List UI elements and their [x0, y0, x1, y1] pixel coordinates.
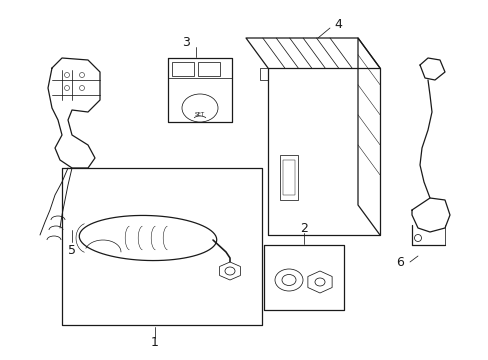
Text: SET: SET [195, 112, 204, 117]
Ellipse shape [274, 269, 303, 291]
Ellipse shape [282, 274, 295, 285]
Text: 5: 5 [68, 243, 76, 257]
Ellipse shape [182, 94, 218, 122]
Ellipse shape [314, 278, 325, 286]
Text: 4: 4 [333, 18, 341, 31]
Bar [280, 155, 297, 200]
Polygon shape [307, 271, 331, 293]
Bar [198, 62, 220, 76]
Ellipse shape [64, 72, 69, 77]
Text: 1: 1 [151, 336, 159, 348]
Ellipse shape [80, 72, 84, 77]
Bar [283, 160, 294, 195]
Text: 2: 2 [300, 221, 307, 234]
Ellipse shape [80, 86, 84, 90]
Ellipse shape [64, 86, 69, 90]
Ellipse shape [224, 267, 235, 275]
Polygon shape [219, 262, 240, 280]
Text: 6: 6 [395, 256, 403, 269]
Bar [172, 62, 194, 76]
Text: 3: 3 [182, 36, 189, 49]
Ellipse shape [414, 234, 421, 242]
